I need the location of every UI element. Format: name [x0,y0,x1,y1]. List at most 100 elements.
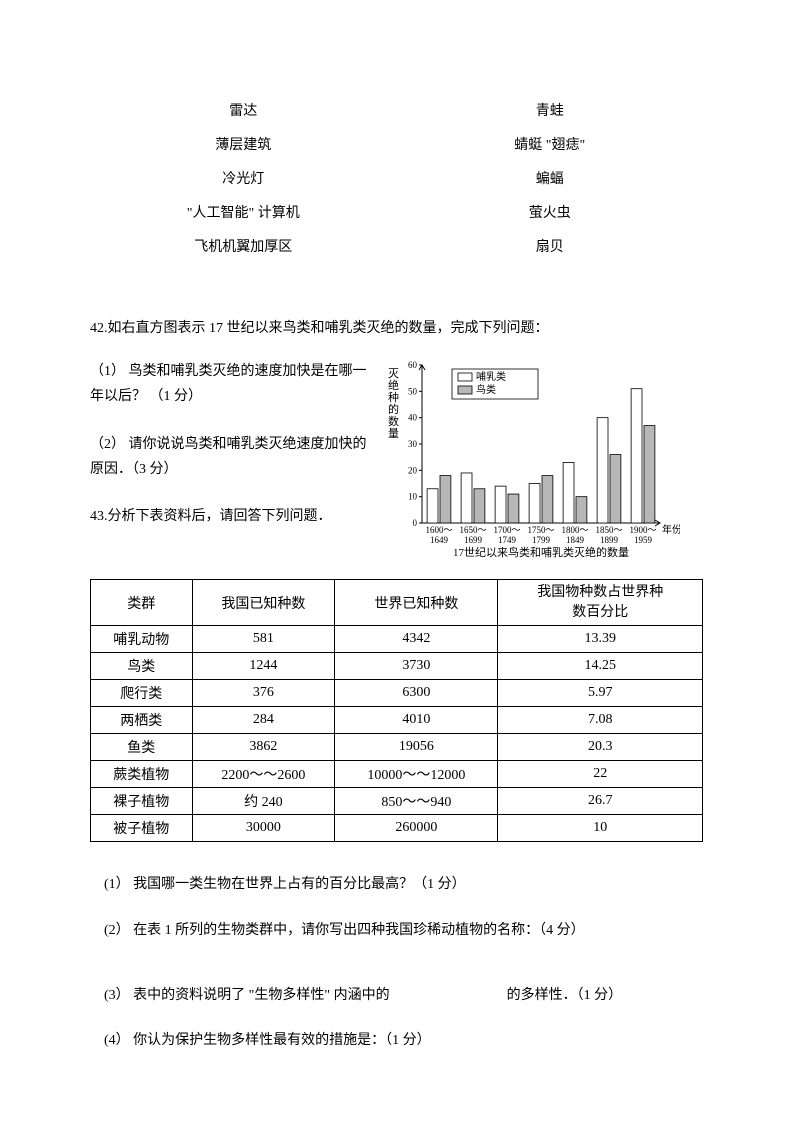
svg-text:17世纪以来鸟类和哺乳类灭绝的数量: 17世纪以来鸟类和哺乳类灭绝的数量 [453,545,629,559]
match-left-4: 飞机机翼加厚区 [90,236,397,256]
svg-text:1899: 1899 [600,535,619,545]
th-3: 我国物种数占世界种数百分比 [498,580,703,626]
svg-text:年份: 年份 [662,523,680,536]
svg-text:1650～: 1650～ [459,525,486,535]
table-cell: 284 [192,707,335,734]
svg-text:种: 种 [388,390,399,404]
svg-text:1750～: 1750～ [527,525,554,535]
svg-text:灭: 灭 [388,368,399,380]
svg-text:60: 60 [408,360,418,370]
match-right-0: 青蛙 [397,100,704,120]
table-cell: 20.3 [498,734,703,761]
table-row: 蕨类植物2200～～260010000～～1200022 [91,761,703,788]
table-row: 两栖类28440107.08 [91,707,703,734]
q42-sub2: （2） 请你说说鸟类和哺乳类灭绝速度加快的原因．（3 分） [90,432,370,482]
svg-text:1900～: 1900～ [629,525,656,535]
table-cell: 19056 [335,734,498,761]
q43-sub3: (3） 表中的资料说明了 "生物多样性" 内涵中的 的多样性．（1 分） [104,983,703,1008]
table-cell: 鸟类 [91,653,193,680]
table-cell: 26.7 [498,788,703,815]
table-cell: 581 [192,626,335,653]
svg-text:0: 0 [413,518,418,528]
svg-text:哺乳类: 哺乳类 [476,370,506,383]
svg-text:1699: 1699 [464,535,483,545]
extinction-chart: 灭绝种的数量哺乳类鸟类01020304050601600～16491650～16… [380,359,680,559]
table-cell: 4342 [335,626,498,653]
match-right-2: 蝙蝠 [397,168,704,188]
table-cell: 3862 [192,734,335,761]
table-cell: 7.08 [498,707,703,734]
th-1: 我国已知种数 [192,580,335,626]
svg-text:的: 的 [388,402,399,416]
table-cell: 30000 [192,815,335,842]
q43-sub2: (2） 在表 1 所列的生物类群中，请你写出四种我国珍稀动植物的名称：（4 分） [104,918,703,943]
table-cell: 5.97 [498,680,703,707]
svg-text:50: 50 [408,387,418,397]
match-left-2: 冷光灯 [90,168,397,188]
svg-text:1749: 1749 [498,535,517,545]
table-cell: 裸子植物 [91,788,193,815]
match-left-0: 雷达 [90,100,397,120]
q43-sub4: (4） 你认为保护生物多样性最有效的措施是：（1 分） [104,1028,703,1053]
table-cell: 鱼类 [91,734,193,761]
table-cell: 260000 [335,815,498,842]
svg-text:1849: 1849 [566,535,585,545]
svg-text:1959: 1959 [634,535,653,545]
table-cell: 爬行类 [91,680,193,707]
species-table: 类群 我国已知种数 世界已知种数 我国物种数占世界种数百分比 哺乳动物58143… [90,579,703,842]
table-cell: 10 [498,815,703,842]
table-cell: 3730 [335,653,498,680]
svg-text:数: 数 [388,415,399,428]
table-row: 鸟类1244373014.25 [91,653,703,680]
svg-text:1700～: 1700～ [493,525,520,535]
match-left-1: 薄层建筑 [90,134,397,154]
q42-intro: 42.如右直方图表示 17 世纪以来鸟类和哺乳类灭绝的数量，完成下列问题： [90,316,703,341]
q42-subquestions: （1） 鸟类和哺乳类灭绝的速度加快是在哪一年以后？ （1 分） （2） 请你说说… [90,359,370,551]
match-right-4: 扇贝 [397,236,704,256]
q43-sub1: (1） 我国哪一类生物在世界上占有的百分比最高？（1 分） [104,872,703,897]
table-cell: 哺乳动物 [91,626,193,653]
svg-text:10: 10 [408,492,418,502]
table-cell: 13.39 [498,626,703,653]
svg-text:40: 40 [408,413,418,423]
q42-body: （1） 鸟类和哺乳类灭绝的速度加快是在哪一年以后？ （1 分） （2） 请你说说… [90,359,703,559]
q43-sub3-b: 的多样性．（1 分） [507,988,623,1003]
th-0: 类群 [91,580,193,626]
q42-sub1: （1） 鸟类和哺乳类灭绝的速度加快是在哪一年以后？ （1 分） [90,359,370,409]
match-right-1: 蜻蜓 "翅痣" [397,134,704,154]
table-cell: 2200～～2600 [192,761,335,788]
table-row: 爬行类37663005.97 [91,680,703,707]
svg-text:鸟类: 鸟类 [476,383,496,396]
matching-list: 雷达 青蛙 薄层建筑 蜻蜓 "翅痣" 冷光灯 蝙蝠 "人工智能" 计算机 萤火虫… [90,100,703,256]
th-2: 世界已知种数 [335,580,498,626]
svg-text:绝: 绝 [388,378,399,392]
bar-chart-svg: 灭绝种的数量哺乳类鸟类01020304050601600～16491650～16… [380,359,680,559]
table-row: 鱼类38621905620.3 [91,734,703,761]
table-cell: 两栖类 [91,707,193,734]
table-row: 被子植物3000026000010 [91,815,703,842]
q43-intro: 43.分析下表资料后，请回答下列问题． [90,504,370,529]
table-cell: 1244 [192,653,335,680]
table-cell: 蕨类植物 [91,761,193,788]
svg-text:1600～: 1600～ [425,525,452,535]
svg-text:30: 30 [408,439,418,449]
svg-text:量: 量 [388,427,399,440]
table-cell: 376 [192,680,335,707]
svg-text:1800～: 1800～ [561,525,588,535]
table-row: 裸子植物约 240850～～94026.7 [91,788,703,815]
table-cell: 22 [498,761,703,788]
match-left-3: "人工智能" 计算机 [90,202,397,222]
table-cell: 6300 [335,680,498,707]
table-cell: 约 240 [192,788,335,815]
table-cell: 850～～940 [335,788,498,815]
table-cell: 4010 [335,707,498,734]
svg-text:1799: 1799 [532,535,551,545]
q43-sub3-a: (3） 表中的资料说明了 "生物多样性" 内涵中的 [104,988,390,1003]
table-cell: 被子植物 [91,815,193,842]
svg-text:20: 20 [408,466,418,476]
table-cell: 10000～～12000 [335,761,498,788]
table-cell: 14.25 [498,653,703,680]
svg-text:1850～: 1850～ [595,525,622,535]
table-row: 哺乳动物581434213.39 [91,626,703,653]
match-right-3: 萤火虫 [397,202,704,222]
